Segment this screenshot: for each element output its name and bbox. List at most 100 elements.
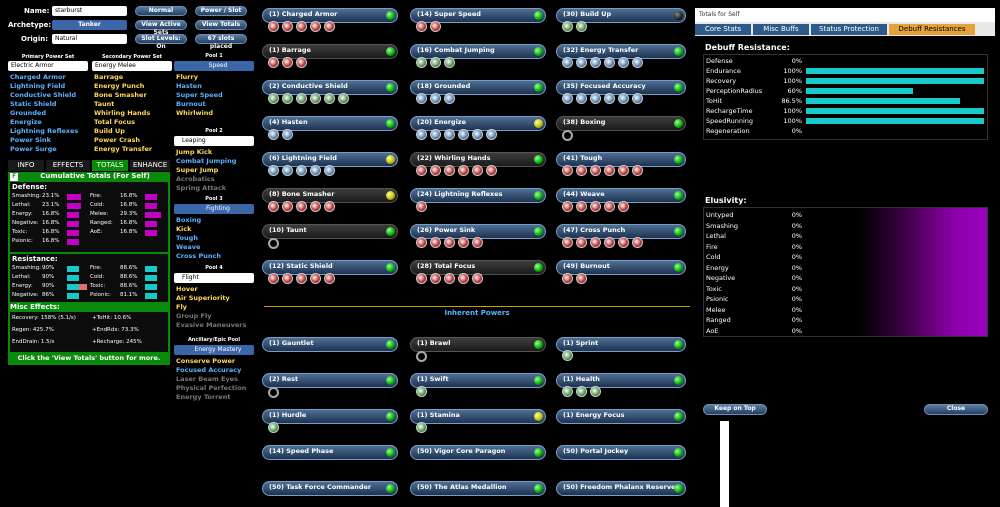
pool-power-item[interactable]: Physical Perfection xyxy=(176,384,247,392)
tab-status-protection[interactable]: Status Protection xyxy=(811,24,887,35)
slot-levels-button[interactable]: Slot Levels: On xyxy=(135,34,187,50)
primary-power-item[interactable]: Power Surge xyxy=(10,145,57,153)
pool-power-item[interactable]: Hasten xyxy=(176,82,202,90)
inherent-power-slot[interactable]: (2) Rest xyxy=(262,373,398,388)
power-slot[interactable]: (47) Cross Punch xyxy=(556,224,686,239)
normal-button[interactable]: Normal xyxy=(135,6,187,16)
pool-select[interactable]: Flight xyxy=(174,273,254,283)
primary-power-item[interactable]: Static Shield xyxy=(10,100,57,108)
power-slot[interactable]: (49) Burnout xyxy=(556,260,686,275)
pool-power-item[interactable]: Combat Jumping xyxy=(176,157,237,165)
inherent-power-slot[interactable]: (1) Stamina xyxy=(410,409,546,424)
power-slot[interactable]: (8) Bone Smasher xyxy=(262,188,398,203)
slot-status-icon[interactable] xyxy=(386,340,395,349)
pool-power-item[interactable]: Focused Accuracy xyxy=(176,366,242,374)
slot-status-icon[interactable] xyxy=(674,119,683,128)
slot-status-icon[interactable] xyxy=(534,155,543,164)
empty-slot-icon[interactable] xyxy=(268,387,279,398)
slot-status-icon[interactable] xyxy=(386,47,395,56)
close-button[interactable]: Close xyxy=(924,404,988,415)
slot-status-icon[interactable] xyxy=(386,155,395,164)
power-slot[interactable]: (14) Super Speed xyxy=(410,8,546,23)
slot-status-icon[interactable] xyxy=(534,119,543,128)
view-active-sets-button[interactable]: View Active Sets xyxy=(135,20,187,36)
tab-info[interactable]: INFO xyxy=(8,160,44,171)
power-slot[interactable]: (1) Charged Armor xyxy=(262,8,398,23)
slot-status-icon[interactable] xyxy=(386,191,395,200)
slot-status-icon[interactable] xyxy=(674,448,683,457)
slot-status-icon[interactable] xyxy=(674,263,683,272)
power-slot[interactable]: (24) Lightning Reflexes xyxy=(410,188,546,203)
power-slot-button[interactable]: Power / Slot xyxy=(195,6,247,16)
slot-status-icon[interactable] xyxy=(534,412,543,421)
power-slot[interactable]: (44) Weave xyxy=(556,188,686,203)
secondary-power-item[interactable]: Barrage xyxy=(94,73,124,81)
pool-power-item[interactable]: Cross Punch xyxy=(176,252,221,260)
tab-debuff-resistances[interactable]: Debuff Resistances xyxy=(889,24,975,35)
primary-power-item[interactable]: Charged Armor xyxy=(10,73,66,81)
inherent-power-slot[interactable]: (1) Energy Focus xyxy=(556,409,686,424)
secondary-set-select[interactable]: Energy Melee xyxy=(92,61,172,71)
slot-status-icon[interactable] xyxy=(674,412,683,421)
pool-power-item[interactable]: Tough xyxy=(176,234,198,242)
slot-status-icon[interactable] xyxy=(534,484,543,493)
tab-core-stats[interactable]: Core Stats xyxy=(695,24,751,35)
pool-power-item[interactable]: Energy Torrent xyxy=(176,393,231,401)
slot-status-icon[interactable] xyxy=(534,83,543,92)
slot-status-icon[interactable] xyxy=(534,448,543,457)
slot-status-icon[interactable] xyxy=(386,412,395,421)
pool-power-item[interactable]: Spring Attack xyxy=(176,184,227,192)
secondary-power-item[interactable]: Bone Smasher xyxy=(94,91,147,99)
power-slot[interactable]: (22) Whirling Hands xyxy=(410,152,546,167)
primary-power-item[interactable]: Power Sink xyxy=(10,136,51,144)
power-slot[interactable]: (28) Total Focus xyxy=(410,260,546,275)
secondary-power-item[interactable]: Whirling Hands xyxy=(94,109,151,117)
name-input[interactable]: starburst xyxy=(52,6,127,16)
slot-status-icon[interactable] xyxy=(386,119,395,128)
slots-placed-button[interactable]: 67 slots placed xyxy=(195,34,247,50)
primary-power-item[interactable]: Lightning Field xyxy=(10,82,66,90)
pool-power-item[interactable]: Super Jump xyxy=(176,166,219,174)
secondary-power-item[interactable]: Energy Transfer xyxy=(94,145,153,153)
inherent-power-slot[interactable]: (50) The Atlas Medallion xyxy=(410,481,546,496)
pool-power-item[interactable]: Super Speed xyxy=(176,91,223,99)
power-slot[interactable]: (6) Lightning Field xyxy=(262,152,398,167)
slot-status-icon[interactable] xyxy=(674,340,683,349)
inherent-power-slot[interactable]: (1) Brawl xyxy=(410,337,546,352)
power-slot[interactable]: (35) Focused Accuracy xyxy=(556,80,686,95)
slot-status-icon[interactable] xyxy=(534,47,543,56)
slot-status-icon[interactable] xyxy=(534,191,543,200)
pool-power-item[interactable]: Hover xyxy=(176,285,198,293)
inherent-power-slot[interactable]: (14) Speed Phase xyxy=(262,445,398,460)
power-slot[interactable]: (16) Combat Jumping xyxy=(410,44,546,59)
inherent-power-slot[interactable]: (50) Freedom Phalanx Reserve xyxy=(556,481,686,496)
secondary-power-item[interactable]: Build Up xyxy=(94,127,125,135)
secondary-power-item[interactable]: Total Focus xyxy=(94,118,136,126)
slot-status-icon[interactable] xyxy=(674,47,683,56)
pool-power-item[interactable]: Fly xyxy=(176,303,187,311)
pool-power-item[interactable]: Air Superiority xyxy=(176,294,230,302)
secondary-power-item[interactable]: Power Crash xyxy=(94,136,140,144)
slot-status-icon[interactable] xyxy=(674,155,683,164)
slot-status-icon[interactable] xyxy=(674,191,683,200)
slot-status-icon[interactable] xyxy=(534,340,543,349)
inherent-power-slot[interactable]: (1) Hurdle xyxy=(262,409,398,424)
slot-status-icon[interactable] xyxy=(534,227,543,236)
pool-power-item[interactable]: Flurry xyxy=(176,73,198,81)
tab-effects[interactable]: EFFECTS xyxy=(46,160,90,171)
power-slot[interactable]: (32) Energy Transfer xyxy=(556,44,686,59)
slot-status-icon[interactable] xyxy=(386,227,395,236)
pool-power-item[interactable]: Laser Beam Eyes xyxy=(176,375,239,383)
slot-status-icon[interactable] xyxy=(674,376,683,385)
power-slot[interactable]: (26) Power Sink xyxy=(410,224,546,239)
secondary-power-item[interactable]: Energy Punch xyxy=(94,82,145,90)
slot-status-icon[interactable] xyxy=(534,263,543,272)
pool-select[interactable]: Leaping xyxy=(174,136,254,146)
tab-enhance[interactable]: ENHANCE xyxy=(130,160,170,171)
slot-status-icon[interactable] xyxy=(534,376,543,385)
pool-power-item[interactable]: Weave xyxy=(176,243,201,251)
inherent-power-slot[interactable]: (50) Task Force Commander xyxy=(262,481,398,496)
power-slot[interactable]: (20) Energize xyxy=(410,116,546,131)
pool-select[interactable]: Fighting xyxy=(174,204,254,214)
inherent-power-slot[interactable]: (1) Gauntlet xyxy=(262,337,398,352)
